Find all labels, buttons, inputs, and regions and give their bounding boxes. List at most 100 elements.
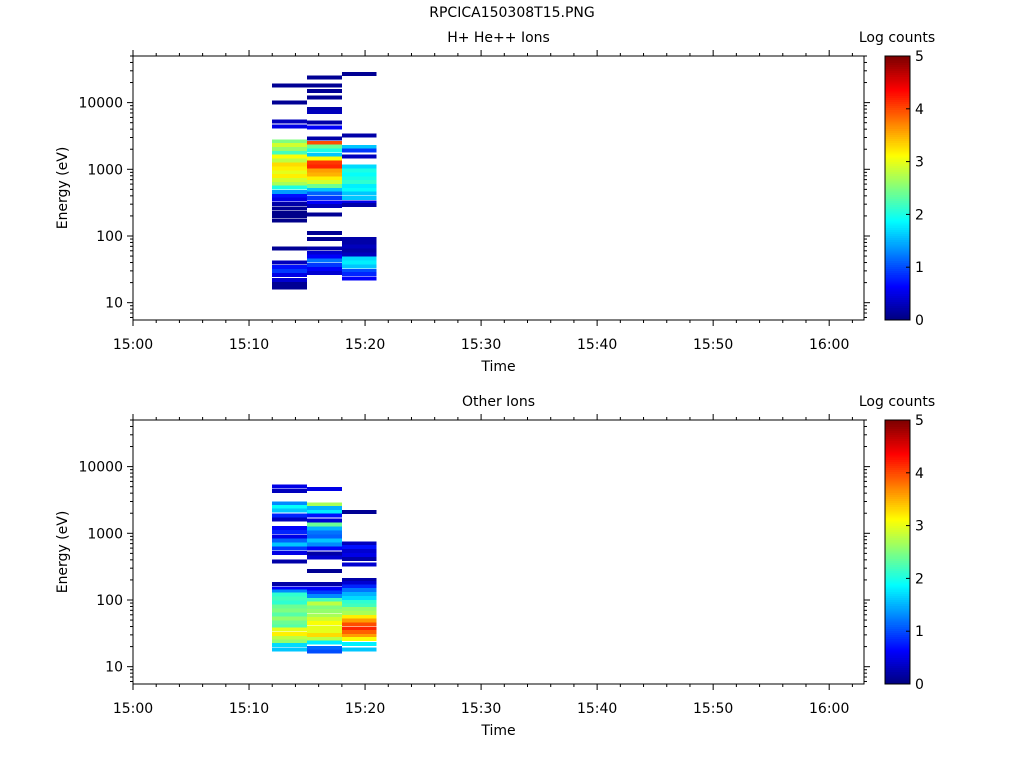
colorbar-tick-label: 4 — [915, 466, 924, 482]
colorbar-swatch — [885, 91, 910, 94]
data-cell — [272, 647, 307, 652]
data-cell — [272, 513, 307, 518]
colorbar-swatch — [885, 86, 910, 90]
data-cell — [341, 176, 377, 181]
colorbar-swatch — [885, 543, 910, 547]
colorbar-swatch — [885, 243, 910, 247]
colorbar-swatch — [885, 181, 910, 185]
data-cell — [272, 193, 307, 198]
colorbar-swatch — [885, 465, 910, 469]
data-cell — [272, 639, 307, 644]
data-cell — [307, 191, 342, 196]
colorbar-swatch — [885, 245, 910, 249]
colorbar-frame — [884, 55, 911, 321]
colorbar-frame — [884, 419, 911, 685]
data-cell — [272, 83, 307, 88]
colorbar-swatch — [885, 591, 910, 594]
data-cell — [307, 629, 342, 634]
data-cell — [341, 603, 377, 608]
colorbar-swatch — [885, 541, 910, 545]
y-tick-label: 10000 — [78, 96, 123, 112]
data-cell — [272, 151, 307, 156]
colorbar-swatch — [885, 171, 910, 175]
colorbar-swatch — [885, 589, 910, 592]
data-cell — [272, 526, 307, 530]
colorbar-swatch — [885, 607, 910, 611]
colorbar-swatch — [885, 214, 910, 218]
data-cell — [307, 184, 342, 189]
data-cell — [341, 562, 377, 567]
colorbar-swatch — [885, 278, 910, 282]
data-cell — [272, 627, 307, 632]
colorbar-swatch — [885, 486, 910, 489]
data-cell — [272, 147, 307, 152]
data-cell — [307, 542, 342, 547]
colorbar-swatch — [885, 107, 910, 111]
colorbar-swatch — [885, 130, 910, 133]
colorbar-swatch — [885, 80, 910, 84]
colorbar-swatch — [885, 282, 910, 286]
colorbar-swatch — [885, 492, 910, 495]
data-cell — [272, 589, 307, 594]
colorbar-swatch — [885, 144, 910, 148]
data-cell — [307, 616, 342, 621]
colorbar-swatch — [885, 638, 910, 642]
data-cell — [307, 231, 342, 236]
colorbar-swatch — [885, 450, 910, 454]
colorbar: 0 1 2 3 4 5 — [884, 413, 924, 693]
colorbar-swatch — [885, 229, 910, 232]
colorbar-swatch — [885, 76, 910, 80]
data-cell — [307, 262, 342, 267]
data-cell — [307, 125, 342, 130]
colorbar-swatch — [885, 681, 910, 685]
colorbar-swatch — [885, 56, 910, 59]
colorbar-swatch — [885, 494, 910, 497]
colorbar-swatch — [885, 218, 910, 222]
data-cell — [272, 202, 307, 207]
data-cell — [307, 598, 342, 602]
colorbar-swatch — [885, 533, 910, 537]
data-cell — [307, 136, 342, 141]
colorbar-swatch — [885, 200, 910, 204]
colorbar-swatch — [885, 601, 910, 605]
data-cell — [307, 246, 342, 251]
data-cell — [272, 170, 307, 175]
data-cell — [272, 504, 307, 509]
data-cell — [341, 145, 377, 150]
data-cell — [272, 534, 307, 539]
colorbar-tick-label: 2 — [915, 207, 924, 223]
data-cell — [341, 71, 377, 76]
colorbar-swatch — [885, 665, 910, 669]
colorbar-swatch — [885, 167, 910, 171]
data-cell — [272, 635, 307, 640]
colorbar-swatch — [885, 440, 910, 444]
colorbar-tick-label: 5 — [915, 413, 924, 429]
colorbar-swatch — [885, 434, 910, 438]
colorbar-swatch — [885, 640, 910, 644]
colorbar-swatch — [885, 615, 910, 619]
colorbar-swatch — [885, 309, 910, 313]
colorbar-swatch — [885, 446, 910, 450]
colorbar-swatch — [885, 212, 910, 216]
data-cell — [272, 166, 307, 171]
colorbar-swatch — [885, 254, 910, 257]
y-axis-label: Energy (eV) — [55, 511, 71, 594]
colorbar-swatch — [885, 270, 910, 274]
colorbar-swatch — [885, 173, 910, 177]
data-cell — [272, 529, 307, 534]
colorbar-swatch — [885, 663, 910, 667]
data-cell — [307, 250, 342, 255]
data-cell — [307, 586, 342, 591]
data-cell — [307, 632, 342, 637]
colorbar-swatch — [885, 422, 910, 425]
data-cell — [307, 152, 342, 157]
colorbar-swatch — [885, 467, 910, 471]
colorbar-tick-label: 5 — [915, 49, 924, 65]
data-cell — [272, 182, 307, 187]
colorbar-swatch — [885, 196, 910, 199]
data-cell — [307, 601, 342, 606]
colorbar-swatch — [885, 161, 910, 164]
data-cell — [272, 154, 307, 159]
colorbar-swatch — [885, 311, 910, 315]
colorbar-swatch — [885, 101, 910, 105]
